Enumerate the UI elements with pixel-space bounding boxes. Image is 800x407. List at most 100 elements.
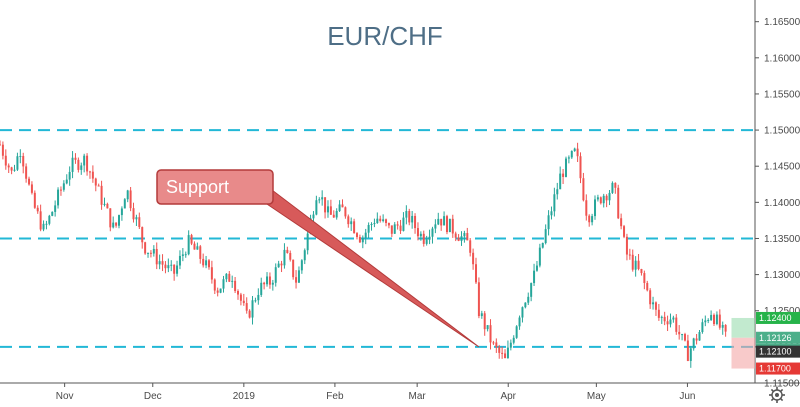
candle-body bbox=[457, 237, 460, 241]
callout-box bbox=[156, 169, 274, 205]
candle-body bbox=[434, 224, 437, 229]
candle-body bbox=[466, 233, 469, 241]
candle-body bbox=[683, 334, 686, 341]
candle-body bbox=[379, 218, 382, 221]
candle-body bbox=[181, 254, 184, 256]
candle-body bbox=[419, 233, 422, 237]
candle-body bbox=[4, 155, 7, 166]
candle-body bbox=[689, 348, 692, 361]
y-tick-label: 1.16500 bbox=[764, 17, 800, 28]
candle-body bbox=[582, 178, 585, 201]
candle-body bbox=[370, 224, 373, 226]
candle-body bbox=[509, 342, 512, 348]
x-tick-label: Mar bbox=[409, 391, 427, 402]
candle-body bbox=[94, 178, 97, 186]
candle-body bbox=[515, 326, 518, 338]
candle-body bbox=[356, 233, 359, 238]
candle-body bbox=[329, 206, 332, 215]
candle-body bbox=[164, 264, 167, 269]
candle-body bbox=[45, 223, 48, 225]
candle-body bbox=[614, 182, 617, 188]
candle-body bbox=[193, 243, 196, 250]
candle-body bbox=[530, 283, 533, 297]
candle-body bbox=[144, 242, 147, 254]
candle-body bbox=[118, 215, 121, 226]
candle-body bbox=[704, 320, 707, 323]
candle-body bbox=[414, 215, 417, 229]
candle-body bbox=[506, 347, 509, 359]
x-tick-label: Nov bbox=[56, 391, 74, 402]
y-tick-label: 1.14000 bbox=[764, 198, 800, 209]
candle-body bbox=[103, 203, 106, 205]
candle-body bbox=[573, 148, 576, 152]
candle-body bbox=[390, 225, 393, 234]
candle-body bbox=[245, 303, 248, 311]
candle-body bbox=[504, 353, 507, 359]
candle-body bbox=[698, 332, 701, 341]
candle-body bbox=[338, 204, 341, 211]
candle-body bbox=[425, 239, 428, 244]
candle-body bbox=[251, 300, 254, 318]
candle-body bbox=[599, 197, 602, 204]
candle-body bbox=[695, 338, 698, 341]
candle-body bbox=[405, 211, 408, 218]
candle-body bbox=[292, 259, 295, 278]
x-tick-label: Apr bbox=[500, 391, 516, 402]
price-tag bbox=[756, 331, 800, 344]
y-tick-label: 1.15000 bbox=[764, 126, 800, 137]
x-tick-label: May bbox=[587, 391, 606, 402]
price-tag bbox=[756, 362, 800, 375]
candle-body bbox=[376, 218, 379, 224]
candle-body bbox=[445, 216, 448, 233]
candle-body bbox=[402, 217, 405, 231]
candle-body bbox=[59, 189, 62, 191]
candle-body bbox=[562, 173, 565, 177]
candle-body bbox=[608, 192, 611, 201]
y-tick-label: 1.15500 bbox=[764, 89, 800, 100]
candle-body bbox=[437, 218, 440, 225]
candle-body bbox=[155, 248, 158, 265]
candle-body bbox=[634, 260, 637, 270]
candle-body bbox=[10, 167, 13, 171]
candle-body bbox=[138, 217, 141, 228]
candle-body bbox=[280, 263, 283, 266]
candle-body bbox=[289, 253, 292, 260]
candle-body bbox=[463, 233, 466, 237]
candle-body bbox=[724, 325, 727, 332]
candle-body bbox=[335, 210, 338, 218]
target-zone bbox=[731, 317, 755, 338]
candle-body bbox=[83, 155, 86, 166]
candle-body bbox=[477, 282, 480, 317]
candle-body bbox=[701, 322, 704, 333]
candle-body bbox=[88, 171, 91, 173]
candle-body bbox=[358, 237, 361, 243]
candle-body bbox=[297, 270, 300, 283]
candle-body bbox=[173, 264, 176, 274]
candle-body bbox=[324, 197, 327, 213]
price-tag bbox=[756, 311, 800, 324]
candle-body bbox=[109, 208, 112, 228]
candle-body bbox=[205, 260, 208, 266]
candle-body bbox=[579, 156, 582, 179]
candle-body bbox=[74, 157, 77, 160]
candle-body bbox=[570, 151, 573, 158]
candle-body bbox=[167, 265, 170, 269]
candle-body bbox=[86, 155, 89, 172]
candle-body bbox=[341, 204, 344, 208]
candle-body bbox=[605, 195, 608, 201]
candle-body bbox=[202, 258, 205, 266]
candle-body bbox=[347, 216, 350, 225]
candle-body bbox=[631, 254, 634, 270]
candle-body bbox=[271, 282, 274, 285]
candle-body bbox=[332, 214, 335, 218]
candle-body bbox=[300, 260, 303, 271]
candle-body bbox=[518, 317, 521, 327]
candle-body bbox=[19, 156, 22, 158]
candle-body bbox=[475, 264, 478, 283]
candle-body bbox=[350, 221, 353, 225]
candle-body bbox=[0, 144, 1, 146]
gear-icon[interactable] bbox=[769, 387, 785, 403]
candle-body bbox=[318, 199, 321, 201]
